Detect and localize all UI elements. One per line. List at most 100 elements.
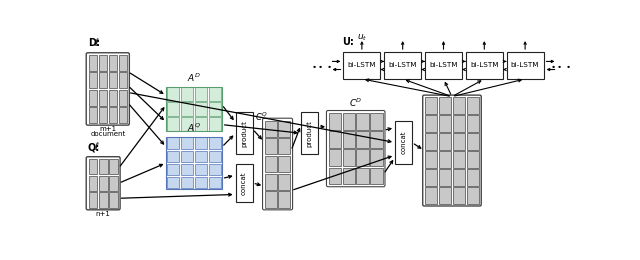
- Bar: [209, 138, 221, 149]
- Bar: [395, 121, 412, 164]
- Text: $\bullet\bullet\bullet$: $\bullet\bullet\bullet$: [310, 61, 332, 70]
- Bar: [356, 150, 369, 166]
- Text: $\ell$: $\ell$: [94, 36, 99, 48]
- Bar: [109, 107, 117, 123]
- Bar: [195, 87, 207, 101]
- Text: $u_t$: $u_t$: [356, 32, 367, 43]
- Bar: [195, 177, 207, 188]
- Bar: [88, 90, 97, 106]
- Text: D:: D:: [88, 38, 100, 48]
- Bar: [109, 55, 117, 71]
- Bar: [425, 98, 437, 114]
- Bar: [167, 117, 179, 131]
- Bar: [195, 102, 207, 116]
- Bar: [88, 72, 97, 88]
- Text: document: document: [90, 131, 125, 137]
- Bar: [209, 164, 221, 175]
- Bar: [329, 150, 341, 166]
- Bar: [356, 113, 369, 129]
- Bar: [167, 151, 179, 162]
- Bar: [99, 192, 108, 207]
- Bar: [195, 117, 207, 131]
- Bar: [452, 115, 465, 132]
- Bar: [329, 113, 341, 129]
- Bar: [88, 107, 97, 123]
- Bar: [118, 72, 127, 88]
- Bar: [278, 174, 291, 190]
- Bar: [209, 151, 221, 162]
- Bar: [452, 151, 465, 168]
- Bar: [301, 112, 318, 154]
- Bar: [371, 131, 383, 148]
- Bar: [467, 133, 479, 150]
- Bar: [467, 115, 479, 132]
- Bar: [209, 177, 221, 188]
- Bar: [166, 137, 221, 189]
- Bar: [195, 164, 207, 175]
- Bar: [88, 55, 97, 71]
- Bar: [109, 90, 117, 106]
- Bar: [209, 87, 221, 101]
- Text: concat: concat: [401, 131, 406, 154]
- Bar: [342, 131, 355, 148]
- Bar: [99, 72, 107, 88]
- Bar: [467, 169, 479, 186]
- Bar: [425, 151, 437, 168]
- Bar: [118, 107, 127, 123]
- Bar: [209, 117, 221, 131]
- Bar: [265, 191, 276, 207]
- Bar: [109, 159, 118, 174]
- Bar: [425, 115, 437, 132]
- Text: $C^Q$: $C^Q$: [255, 110, 268, 123]
- Bar: [425, 169, 437, 186]
- Bar: [166, 87, 221, 131]
- Bar: [425, 187, 437, 204]
- Bar: [181, 87, 193, 101]
- Bar: [88, 192, 97, 207]
- Bar: [99, 176, 108, 191]
- Text: product: product: [241, 120, 247, 147]
- Bar: [109, 192, 118, 207]
- Bar: [181, 138, 193, 149]
- Text: m+1: m+1: [99, 126, 116, 132]
- Bar: [342, 113, 355, 129]
- Bar: [167, 138, 179, 149]
- Bar: [452, 187, 465, 204]
- Text: $A^D$: $A^D$: [187, 71, 201, 83]
- Bar: [236, 112, 253, 154]
- Bar: [344, 52, 380, 79]
- Bar: [167, 102, 179, 116]
- Bar: [467, 187, 479, 204]
- Bar: [329, 168, 341, 184]
- Bar: [467, 151, 479, 168]
- Text: bi-LSTM: bi-LSTM: [429, 62, 458, 68]
- Bar: [342, 168, 355, 184]
- Bar: [265, 138, 276, 154]
- Bar: [425, 133, 437, 150]
- Bar: [452, 98, 465, 114]
- Text: Q:: Q:: [88, 142, 100, 152]
- Text: bi-LSTM: bi-LSTM: [348, 62, 376, 68]
- Text: concat: concat: [241, 171, 247, 195]
- Bar: [452, 133, 465, 150]
- Bar: [439, 151, 451, 168]
- Bar: [167, 177, 179, 188]
- Bar: [356, 131, 369, 148]
- Bar: [384, 52, 421, 79]
- Bar: [195, 138, 207, 149]
- Bar: [99, 107, 107, 123]
- Bar: [181, 164, 193, 175]
- Bar: [181, 117, 193, 131]
- Bar: [425, 52, 462, 79]
- Text: U:: U:: [342, 37, 354, 47]
- Text: bi-LSTM: bi-LSTM: [511, 62, 540, 68]
- Bar: [356, 168, 369, 184]
- Bar: [278, 121, 291, 137]
- Text: $\ell$: $\ell$: [94, 140, 99, 152]
- Text: n+1: n+1: [96, 211, 111, 217]
- Bar: [167, 87, 179, 101]
- Bar: [99, 159, 108, 174]
- Bar: [439, 169, 451, 186]
- Bar: [466, 52, 503, 79]
- Bar: [439, 115, 451, 132]
